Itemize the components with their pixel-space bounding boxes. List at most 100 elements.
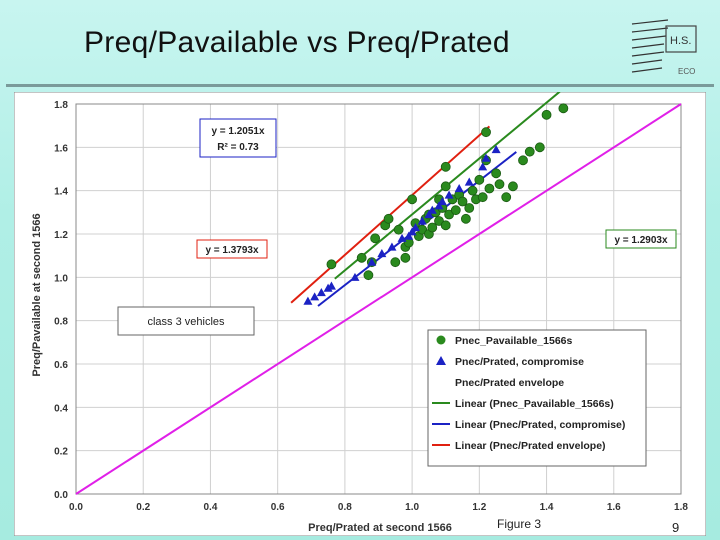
green-data-point (467, 185, 478, 196)
green-data-point (481, 127, 491, 138)
legend-circle-symbol (436, 335, 446, 345)
blue-data-point (407, 227, 417, 236)
red-equation-label: y = 1.3793x (205, 245, 259, 256)
legend-entry-label: Linear (Pnec_Pavailable_1566s) (455, 398, 614, 410)
class-label: class 3 vehicles (147, 316, 225, 328)
slide-title: Preq/Pavailable vs Preq/Prated (84, 26, 510, 59)
legend: Pnec_Pavailable_1566s Pnec/Prated, compro… (427, 329, 647, 467)
green-data-point (494, 179, 505, 190)
blue-data-point (377, 249, 387, 258)
blue-data-point (481, 153, 491, 162)
legend-entry-label: Pnec/Prated envelope (455, 377, 564, 389)
y-tick-label: 0.6 (54, 360, 68, 371)
x-axis-label: Preq/Prated at second 1566 (308, 522, 452, 534)
y-tick-label: 1.2 (54, 230, 68, 241)
scatter-chart: 0.0 0.2 0.4 0.6 0.8 1.0 1.2 1.4 1.6 1.8 0.0 0.2 0.4 0… (14, 92, 706, 536)
blue-data-point (427, 205, 437, 214)
y-tick-label: 0.2 (54, 447, 68, 458)
blue-data-point (434, 201, 444, 210)
blue-data-point (387, 242, 397, 251)
green-data-point (393, 224, 404, 235)
blue-data-point (350, 272, 360, 281)
class-label-box: class 3 vehicles (117, 306, 255, 336)
blue-data-point (437, 197, 447, 206)
green-data-point (363, 270, 374, 281)
green-data-point (474, 174, 485, 185)
green-data-point (390, 257, 401, 268)
y-tick-label: 0.0 (54, 490, 68, 501)
green-data-point (356, 252, 367, 263)
red-equation-box: y = 1.3793x (196, 239, 268, 259)
logo-text: H.S. (670, 35, 691, 47)
blue-data-point (478, 162, 488, 171)
green-data-point (326, 259, 337, 270)
y-tick-label: 0.4 (54, 403, 68, 414)
legend-entry-label: Linear (Pnec/Prated, compromise) (455, 419, 625, 431)
blue-data-point (424, 210, 434, 219)
blue-equation-label: y = 1.2051x (211, 126, 265, 137)
green-data-point (383, 213, 394, 224)
green-data-point (440, 181, 451, 192)
green-data-point (440, 161, 451, 172)
y-tick-label: 1.6 (54, 143, 68, 154)
y-tick-label: 1.4 (54, 187, 68, 198)
green-data-point (427, 222, 438, 233)
green-data-point (534, 142, 545, 153)
x-tick-label: 1.8 (674, 502, 688, 513)
legend-entry-label: Linear (Pnec/Prated envelope) (455, 440, 606, 452)
legend-entry-label: Pnec/Prated, compromise (455, 356, 584, 368)
blue-data-point (464, 177, 474, 186)
plot-area-border (75, 103, 682, 495)
y-tick-label: 1.0 (54, 273, 68, 284)
x-tick-label: 1.2 (472, 502, 486, 513)
green-data-point (450, 205, 461, 216)
y-axis-label: Preq/Pavailable at second 1566 (31, 213, 43, 376)
x-tick-label: 1.4 (540, 502, 554, 513)
figure-caption: Figure 3 (497, 517, 542, 531)
green-data-point (508, 181, 518, 192)
blue-data-point (444, 190, 454, 199)
x-tick-label: 0.2 (136, 502, 150, 513)
green-data-point (460, 213, 471, 224)
legend-triangle-symbol (436, 356, 446, 365)
blue-data-point (491, 145, 501, 154)
chart-container: 0.0 0.2 0.4 0.6 0.8 1.0 1.2 1.4 1.6 1.8 0.0 0.2 0.4 0… (14, 92, 706, 536)
x-tick-label: 0.6 (271, 502, 285, 513)
blue-data-point (326, 281, 336, 290)
legend-entry-label: Pnec_Pavailable_1566s (455, 335, 573, 347)
point-layer (303, 103, 569, 305)
title-divider (6, 84, 714, 87)
green-data-point (491, 168, 502, 179)
green-data-point (440, 220, 451, 231)
blue-data-point (454, 184, 464, 193)
green-data-point (524, 146, 535, 157)
blue-data-point (310, 292, 320, 301)
green-data-point (464, 203, 475, 213)
x-tick-label: 0.8 (338, 502, 352, 513)
logo-subtext: ECO (678, 67, 695, 76)
blue-data-point (417, 216, 427, 225)
y-tick-label: 1.8 (54, 100, 68, 111)
x-tick-label: 0.4 (203, 502, 217, 513)
green-data-point (484, 183, 495, 194)
blue-data-point (303, 296, 313, 305)
blue-data-point (404, 231, 414, 240)
blue-data-point (397, 233, 407, 242)
blue-data-point (367, 257, 377, 266)
logo: H.S. ECO (631, 19, 697, 76)
green-data-point (501, 192, 512, 203)
green-data-point (558, 103, 569, 114)
blue-data-point (316, 288, 326, 297)
green-data-point (518, 155, 528, 166)
green-data-point (407, 194, 418, 205)
x-tick-label: 1.6 (607, 502, 621, 513)
blue-r2-label: R² = 0.73 (217, 142, 259, 153)
green-equation-box: y = 1.2903x (605, 229, 677, 249)
x-tick-label: 0.0 (69, 502, 83, 513)
tick-label-layer: 0.0 0.2 0.4 0.6 0.8 1.0 1.2 1.4 1.6 1.8 0.0 0.2 0.4 0… (54, 100, 688, 513)
green-data-point (477, 192, 488, 203)
green-data-point (370, 233, 381, 244)
green-data-point (541, 109, 552, 120)
blue-data-point (410, 223, 420, 232)
green-equation-label: y = 1.2903x (614, 235, 668, 246)
